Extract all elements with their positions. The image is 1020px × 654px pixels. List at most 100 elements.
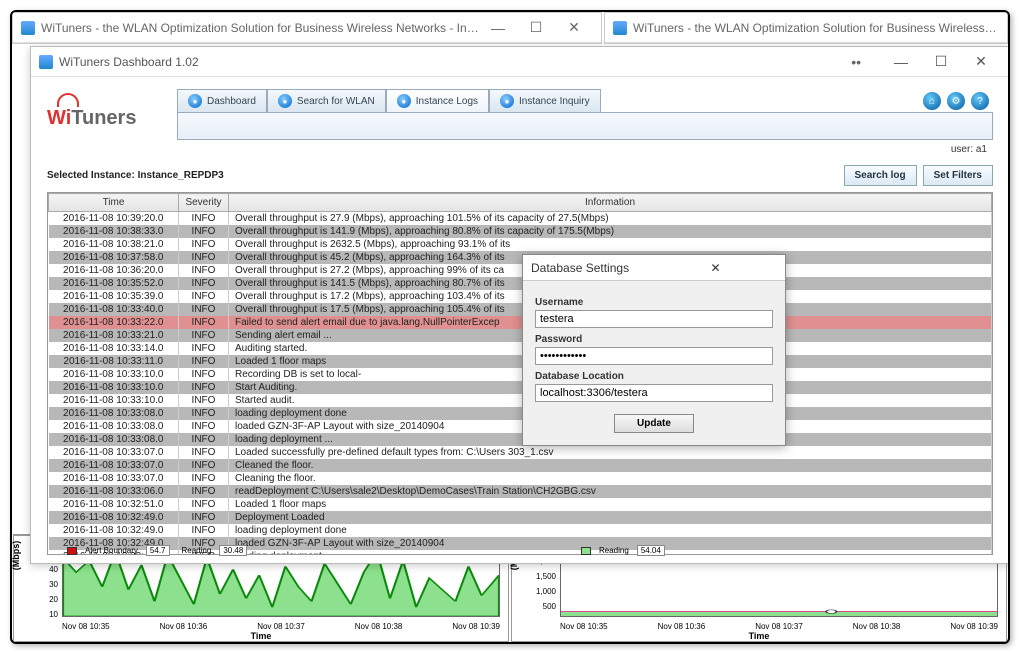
table-row[interactable]: 2016-11-08 10:32:49.0INFOloading deploym… xyxy=(49,524,992,537)
cell-severity: INFO xyxy=(179,368,229,381)
cell-time: 2016-11-08 10:33:10.0 xyxy=(49,368,179,381)
cell-time: 2016-11-08 10:33:11.0 xyxy=(49,355,179,368)
table-row[interactable]: 2016-11-08 10:33:11.0INFOLoaded 1 floor … xyxy=(49,355,992,368)
tab-icon: ● xyxy=(188,94,202,108)
ylabel-left: (Mbps) xyxy=(11,540,21,570)
xtick: Nov 08 10:39 xyxy=(950,622,998,631)
table-row[interactable]: 2016-11-08 10:38:33.0INFOOverall through… xyxy=(49,225,992,238)
database-settings-dialog: Database Settings ✕ Username Password Da… xyxy=(522,254,786,446)
table-row[interactable]: 2016-11-08 10:33:14.0INFOAuditing starte… xyxy=(49,342,992,355)
maximize-icon[interactable]: ☐ xyxy=(517,14,555,42)
cell-info: Overall throughput is 27.9 (Mbps), appro… xyxy=(229,212,992,226)
tab-dashboard[interactable]: ●Dashboard xyxy=(177,89,267,113)
cell-severity: INFO xyxy=(179,381,229,394)
gear-icon[interactable]: ⚙ xyxy=(947,92,965,110)
table-row[interactable]: 2016-11-08 10:32:51.0INFOLoaded 1 floor … xyxy=(49,498,992,511)
bg-window-left: WiTuners - the WLAN Optimization Solutio… xyxy=(12,12,602,44)
cell-severity: INFO xyxy=(179,212,229,226)
home-icon[interactable]: ⌂ xyxy=(923,92,941,110)
selected-instance-label: Selected Instance: Instance_REPDP3 xyxy=(47,170,224,181)
legend-reading-value: 30.48 xyxy=(219,545,247,556)
cell-time: 2016-11-08 10:38:33.0 xyxy=(49,225,179,238)
table-row[interactable]: 2016-11-08 10:33:22.0INFOFailed to send … xyxy=(49,316,992,329)
table-row[interactable]: 2016-11-08 10:33:08.0INFOloading deploym… xyxy=(49,433,992,446)
bg-window-right: WiTuners - the WLAN Optimization Solutio… xyxy=(604,12,1008,44)
cell-severity: INFO xyxy=(179,316,229,329)
location-label: Database Location xyxy=(535,371,773,382)
cell-severity: INFO xyxy=(179,394,229,407)
close-icon[interactable]: ✕ xyxy=(961,48,1001,76)
username-input[interactable] xyxy=(535,310,773,328)
table-row[interactable]: 2016-11-08 10:35:52.0INFOOverall through… xyxy=(49,277,992,290)
cell-time: 2016-11-08 10:33:08.0 xyxy=(49,407,179,420)
xtick: Nov 08 10:38 xyxy=(355,622,403,631)
table-row[interactable]: 2016-11-08 10:33:10.0INFOStarted audit. xyxy=(49,394,992,407)
close-icon[interactable]: ✕ xyxy=(555,14,593,42)
xtick: Nov 08 10:38 xyxy=(853,622,901,631)
table-row[interactable]: 2016-11-08 10:39:20.0INFOOverall through… xyxy=(49,212,992,226)
table-row[interactable]: 2016-11-08 10:38:21.0INFOOverall through… xyxy=(49,238,992,251)
cell-severity: INFO xyxy=(179,498,229,511)
dialog-title: Database Settings xyxy=(531,261,654,275)
table-row[interactable]: 2016-11-08 10:33:08.0INFOloaded GZN-3F-A… xyxy=(49,420,992,433)
tab-instance-logs[interactable]: ●Instance Logs xyxy=(386,89,489,113)
cell-time: 2016-11-08 10:33:07.0 xyxy=(49,459,179,472)
table-row[interactable]: 2016-11-08 10:36:20.0INFOOverall through… xyxy=(49,264,992,277)
bg-title-right: WiTuners - the WLAN Optimization Solutio… xyxy=(633,21,999,35)
ytick: 10 xyxy=(26,610,58,619)
cell-severity: INFO xyxy=(179,459,229,472)
cell-time: 2016-11-08 10:33:10.0 xyxy=(49,381,179,394)
cell-time: 2016-11-08 10:33:07.0 xyxy=(49,472,179,485)
cell-severity: INFO xyxy=(179,472,229,485)
table-row[interactable]: 2016-11-08 10:33:21.0INFOSending alert e… xyxy=(49,329,992,342)
tab-icon: ● xyxy=(397,94,411,108)
tab-search-for-wlan[interactable]: ●Search for WLAN xyxy=(267,89,386,113)
minimize-icon[interactable]: — xyxy=(479,14,517,42)
minimize-icon[interactable]: — xyxy=(881,48,921,76)
overflow-icon[interactable]: •• xyxy=(851,54,861,70)
col-severity[interactable]: Severity xyxy=(179,194,229,212)
cell-time: 2016-11-08 10:32:51.0 xyxy=(49,498,179,511)
ytick: 30 xyxy=(26,580,58,589)
username-label: Username xyxy=(535,297,773,308)
table-row[interactable]: 2016-11-08 10:33:10.0INFORecording DB is… xyxy=(49,368,992,381)
update-button[interactable]: Update xyxy=(614,414,694,433)
cell-time: 2016-11-08 10:32:49.0 xyxy=(49,524,179,537)
table-row[interactable]: 2016-11-08 10:33:10.0INFOStart Auditing. xyxy=(49,381,992,394)
table-row[interactable]: 2016-11-08 10:35:39.0INFOOverall through… xyxy=(49,290,992,303)
cell-info: readDeployment C:\Users\sale2\Desktop\De… xyxy=(229,485,992,498)
xtick: Nov 08 10:35 xyxy=(560,622,608,631)
col-time[interactable]: Time xyxy=(49,194,179,212)
help-icon[interactable]: ? xyxy=(971,92,989,110)
cell-severity: INFO xyxy=(179,225,229,238)
table-row[interactable]: 2016-11-08 10:33:07.0INFOCleaned the flo… xyxy=(49,459,992,472)
cell-severity: INFO xyxy=(179,433,229,446)
search-log-button[interactable]: Search log xyxy=(844,165,917,186)
col-information[interactable]: Information xyxy=(229,194,992,212)
main-title: WiTuners Dashboard 1.02 xyxy=(59,55,851,69)
tab-instance-inquiry[interactable]: ●Instance Inquiry xyxy=(489,89,601,113)
table-row[interactable]: 2016-11-08 10:32:49.0INFODeployment Load… xyxy=(49,511,992,524)
cell-severity: INFO xyxy=(179,511,229,524)
cell-time: 2016-11-08 10:38:21.0 xyxy=(49,238,179,251)
java-icon xyxy=(21,21,35,35)
close-icon[interactable]: ✕ xyxy=(654,261,777,275)
log-table: TimeSeverityInformation 2016-11-08 10:39… xyxy=(48,193,992,555)
table-row[interactable]: 2016-11-08 10:33:40.0INFOOverall through… xyxy=(49,303,992,316)
table-row[interactable]: 2016-11-08 10:33:08.0INFOloading deploym… xyxy=(49,407,992,420)
cell-severity: INFO xyxy=(179,446,229,459)
table-row[interactable]: 2016-11-08 10:33:07.0INFOLoaded successf… xyxy=(49,446,992,459)
password-input[interactable] xyxy=(535,347,773,365)
set-filters-button[interactable]: Set Filters xyxy=(923,165,993,186)
maximize-icon[interactable]: ☐ xyxy=(921,48,961,76)
table-row[interactable]: 2016-11-08 10:33:06.0INFOreadDeployment … xyxy=(49,485,992,498)
table-row[interactable]: 2016-11-08 10:33:07.0INFOCleaning the fl… xyxy=(49,472,992,485)
xtick: Nov 08 10:37 xyxy=(755,622,803,631)
cell-time: 2016-11-08 10:33:10.0 xyxy=(49,394,179,407)
cell-time: 2016-11-08 10:35:52.0 xyxy=(49,277,179,290)
table-row[interactable]: 2016-11-08 10:37:58.0INFOOverall through… xyxy=(49,251,992,264)
tab-icon: ● xyxy=(500,94,514,108)
location-input[interactable] xyxy=(535,384,773,402)
cell-info: Loaded successfully pre-defined default … xyxy=(229,446,992,459)
cell-severity: INFO xyxy=(179,524,229,537)
